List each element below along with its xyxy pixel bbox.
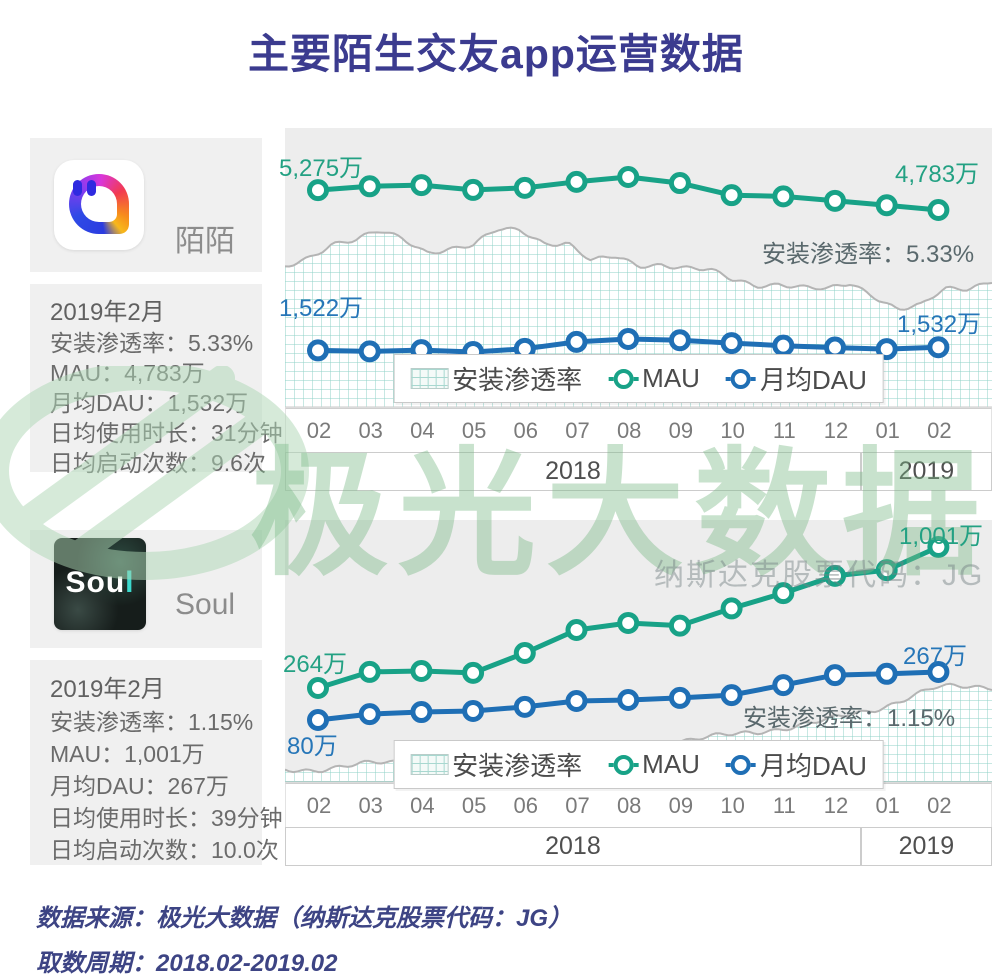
momo-stats-list: 2019年2月安装渗透率：5.33% MAU：4,783万月均DAU：1,532万… (30, 284, 283, 478)
soul-app-name: Soul (175, 588, 236, 621)
x-year-cell: 2019 (860, 452, 992, 491)
x-tick-label: 08 (616, 418, 642, 443)
legend-item-mau: MAU (608, 749, 700, 780)
x-tick-label: 07 (565, 418, 590, 443)
x-tick-label: 09 (668, 793, 694, 818)
period-label: 2019年2月 (50, 676, 165, 703)
x-tick-label: 03 (358, 793, 383, 818)
x-tick-label: 11 (772, 418, 796, 443)
period-label: 2019年2月 (50, 299, 165, 326)
stat-line: 日均启动次数：10.0次 (50, 837, 279, 863)
stat-line: MAU：4,783万 (50, 360, 205, 386)
soul-app-logo: Soul (54, 538, 146, 630)
soul-chart-legend: 安装渗透率 MAU 月均DAU (393, 740, 884, 789)
x-tick-label: 08 (616, 793, 642, 818)
x-tick-label: 03 (358, 418, 383, 443)
stat-line: 安装渗透率：5.33% (50, 330, 254, 356)
penetration-area-swatch-icon (410, 754, 449, 775)
legend-item-mau: MAU (608, 363, 700, 394)
soul-chart: 02 03 04 05 06 07 08 09 10 11 12 01 02 2018 2019 264万… (283, 520, 992, 866)
soul-chart-month-axis: 02 03 04 05 06 07 08 09 10 11 12 01 02 (285, 783, 992, 827)
stat-line: 月均DAU：1,532万 (50, 390, 249, 416)
data-period-note: 取数周期：2018.02-2019.02 (36, 950, 338, 977)
x-tick-label: 07 (565, 793, 590, 818)
stat-line: 日均使用时长：31分钟 (50, 420, 283, 446)
x-tick-label: 12 (823, 793, 849, 818)
momo-app-name: 陌陌 (175, 225, 235, 258)
x-tick-label: 12 (823, 418, 849, 443)
x-year-cell: 2019 (860, 827, 992, 866)
mau-last-value-label: 1,001万 (899, 523, 984, 550)
mau-first-value-label: 264万 (283, 651, 348, 678)
legend-item-penetration: 安装渗透率 (410, 360, 582, 397)
x-tick-label: 04 (410, 793, 435, 818)
stat-line: MAU：1,001万 (50, 741, 205, 767)
momo-stats-card: 2019年2月安装渗透率：5.33% MAU：4,783万月均DAU：1,532万… (30, 284, 283, 476)
x-year-cell: 2018 (285, 452, 861, 491)
x-tick-label: 05 (461, 418, 487, 443)
dau-marker-icon (726, 754, 756, 775)
stat-line: 日均启动次数：9.6次 (50, 450, 266, 476)
page-title: 主要陌生交友app运营数据 (248, 31, 744, 77)
x-tick-label: 11 (772, 793, 796, 818)
x-tick-label: 06 (513, 793, 539, 818)
stat-line: 安装渗透率：1.15% (50, 709, 254, 735)
mau-first-value-label: 5,275万 (279, 155, 364, 182)
dau-marker-icon (726, 368, 756, 389)
momo-eye-icon (73, 180, 82, 196)
stat-line: 月均DAU：267万 (50, 773, 229, 799)
momo-chart: 02 03 04 05 06 07 08 09 10 11 12 01 02 2018 2019 5,27… (279, 128, 992, 491)
momo-eye-icon (87, 180, 96, 196)
soul-stats-list: 2019年2月安装渗透率：1.15% MAU：1,001万 月均DAU：267万日均… (30, 660, 283, 866)
momo-chart-month-axis: 02 03 04 05 06 07 08 09 10 11 12 01 02 (285, 408, 992, 452)
x-tick-label: 10 (720, 418, 745, 443)
dau-first-value-label: 80万 (287, 733, 338, 760)
dau-last-value-label: 267万 (903, 643, 968, 670)
legend-item-penetration: 安装渗透率 (410, 746, 582, 783)
soul-logo-card: Soul Soul (30, 530, 262, 648)
momo-chart-legend: 安装渗透率 MAU 月均DAU (393, 354, 884, 403)
x-tick-label: 01 (875, 793, 900, 818)
legend-item-dau: 月均DAU (726, 746, 867, 783)
dau-last-value-label: 1,532万 (897, 311, 982, 338)
x-tick-label: 09 (668, 418, 694, 443)
dau-first-value-label: 1,522万 (279, 295, 364, 322)
penetration-area-swatch-icon (410, 368, 449, 389)
x-tick-label: 02 (927, 418, 952, 443)
x-tick-label: 02 (306, 793, 332, 818)
soul-logo-wordmark: Soul (65, 566, 135, 599)
soul-stats-card: 2019年2月安装渗透率：1.15% MAU：1,001万 月均DAU：267万日均… (30, 660, 283, 866)
x-tick-label: 04 (410, 418, 435, 443)
momo-logo-card: 陌陌 (30, 138, 262, 272)
soul-chart-year-axis: 2018 2019 (285, 827, 992, 866)
penetration-annotation: 安装渗透率：1.15% (743, 705, 956, 732)
momo-chart-year-axis: 2018 2019 (285, 452, 992, 491)
x-tick-label: 06 (513, 418, 539, 443)
x-tick-label: 05 (461, 793, 487, 818)
penetration-annotation: 安装渗透率：5.33% (762, 241, 975, 268)
mau-marker-icon (608, 368, 638, 389)
x-tick-label: 10 (720, 793, 745, 818)
stat-line: 日均使用时长：39分钟 (50, 805, 283, 831)
data-source-note: 数据来源：极光大数据（纳斯达克股票代码：JG） (36, 905, 573, 932)
momo-app-logo (54, 160, 144, 250)
x-tick-label: 01 (875, 418, 900, 443)
momo-bubble-icon (69, 174, 129, 234)
x-year-cell: 2018 (285, 827, 861, 866)
x-tick-label: 02 (927, 793, 952, 818)
mau-last-value-label: 4,783万 (895, 161, 980, 188)
mau-marker-icon (608, 754, 638, 775)
legend-item-dau: 月均DAU (726, 360, 867, 397)
x-tick-label: 02 (306, 418, 332, 443)
